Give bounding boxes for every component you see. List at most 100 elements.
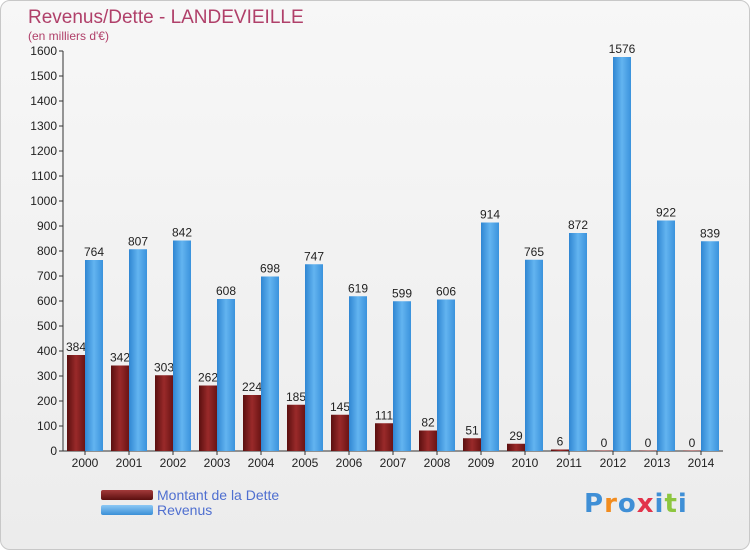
bar-dette bbox=[507, 443, 525, 451]
data-label-dette: 29 bbox=[509, 429, 523, 443]
data-label-dette: 303 bbox=[154, 360, 174, 374]
data-label-dette: 0 bbox=[689, 436, 696, 450]
data-label-dette: 0 bbox=[601, 436, 608, 450]
data-label-dette: 6 bbox=[557, 435, 564, 449]
bar-revenus bbox=[525, 259, 543, 451]
data-label-revenus: 922 bbox=[656, 206, 676, 220]
y-tick-label: 200 bbox=[37, 394, 57, 408]
data-label-revenus: 698 bbox=[260, 262, 280, 276]
data-label-dette: 185 bbox=[286, 390, 306, 404]
bar-dette bbox=[67, 355, 85, 451]
bar-dette bbox=[683, 450, 701, 451]
bar-revenus bbox=[393, 301, 411, 451]
y-tick-label: 1200 bbox=[30, 144, 57, 158]
x-tick-label: 2014 bbox=[688, 456, 715, 470]
x-tick-label: 2005 bbox=[292, 456, 319, 470]
data-label-revenus: 608 bbox=[216, 284, 236, 298]
bar-dette bbox=[639, 450, 657, 451]
bar-dette bbox=[111, 365, 129, 451]
bar-revenus bbox=[613, 57, 631, 451]
bar-dette bbox=[419, 430, 437, 451]
bar-dette bbox=[243, 395, 261, 451]
proxiti-logo: Proxiti bbox=[584, 489, 688, 519]
bar-dette bbox=[463, 438, 481, 451]
data-label-dette: 111 bbox=[375, 408, 394, 422]
legend-swatch-revenus bbox=[101, 505, 153, 515]
data-label-revenus: 619 bbox=[348, 281, 368, 295]
bar-revenus bbox=[129, 249, 147, 451]
x-tick-label: 2001 bbox=[116, 456, 143, 470]
y-tick-label: 1500 bbox=[30, 69, 57, 83]
y-tick-label: 800 bbox=[37, 244, 57, 258]
bar-revenus bbox=[85, 260, 103, 451]
y-tick-label: 400 bbox=[37, 344, 57, 358]
x-tick-label: 2013 bbox=[644, 456, 671, 470]
bar-revenus bbox=[701, 241, 719, 451]
y-tick-label: 600 bbox=[37, 294, 57, 308]
y-tick-label: 0 bbox=[50, 444, 57, 458]
bar-revenus bbox=[569, 233, 587, 451]
y-tick-label: 1600 bbox=[30, 44, 57, 58]
bar-revenus bbox=[217, 299, 235, 451]
x-tick-label: 2012 bbox=[600, 456, 627, 470]
logo-letter: P bbox=[584, 489, 605, 519]
data-label-revenus: 839 bbox=[700, 226, 720, 240]
x-tick-label: 2007 bbox=[380, 456, 407, 470]
x-tick-label: 2009 bbox=[468, 456, 495, 470]
bar-revenus bbox=[349, 296, 367, 451]
bar-dette bbox=[551, 449, 569, 451]
data-label-revenus: 606 bbox=[436, 285, 456, 299]
y-tick-label: 1100 bbox=[31, 169, 57, 183]
bar-revenus bbox=[173, 240, 191, 451]
data-label-revenus: 872 bbox=[568, 218, 588, 232]
data-label-revenus: 1576 bbox=[609, 42, 636, 56]
data-label-revenus: 914 bbox=[480, 208, 500, 222]
y-tick-label: 500 bbox=[37, 319, 57, 333]
bar-dette bbox=[331, 414, 349, 451]
y-tick-label: 1300 bbox=[30, 119, 57, 133]
y-tick-label: 100 bbox=[37, 419, 57, 433]
bar-revenus bbox=[261, 276, 279, 451]
data-label-dette: 384 bbox=[66, 340, 86, 354]
chart-title: Revenus/Dette - LANDEVIEILLE bbox=[28, 7, 304, 28]
legend-swatch-dette bbox=[101, 490, 153, 500]
data-label-dette: 262 bbox=[198, 371, 218, 385]
data-label-dette: 342 bbox=[110, 351, 130, 365]
data-label-revenus: 807 bbox=[128, 234, 148, 248]
y-tick-label: 700 bbox=[37, 269, 57, 283]
bar-dette bbox=[375, 423, 393, 451]
data-label-dette: 224 bbox=[242, 380, 262, 394]
bar-dette bbox=[199, 385, 217, 451]
logo-letter: r bbox=[604, 489, 618, 519]
x-tick-label: 2003 bbox=[204, 456, 231, 470]
logo-letter: t bbox=[664, 489, 678, 519]
bar-revenus bbox=[437, 299, 455, 451]
chart-subtitle: (en milliers d'€) bbox=[28, 29, 109, 43]
data-label-dette: 82 bbox=[421, 416, 435, 430]
data-label-revenus: 764 bbox=[84, 245, 104, 259]
legend-label-dette: Montant de la Dette bbox=[157, 487, 280, 503]
bar-dette bbox=[155, 375, 173, 451]
data-label-revenus: 747 bbox=[304, 249, 324, 263]
data-label-revenus: 842 bbox=[172, 226, 192, 240]
x-tick-label: 2002 bbox=[160, 456, 187, 470]
data-label-revenus: 765 bbox=[524, 245, 544, 259]
bar-revenus bbox=[657, 220, 675, 451]
x-tick-label: 2004 bbox=[248, 456, 275, 470]
bar-dette bbox=[287, 404, 305, 451]
bar-revenus bbox=[481, 222, 499, 451]
data-label-dette: 145 bbox=[330, 400, 350, 414]
x-tick-label: 2010 bbox=[512, 456, 539, 470]
data-label-revenus: 599 bbox=[392, 286, 412, 300]
logo-letter: i bbox=[677, 489, 688, 519]
x-tick-label: 2000 bbox=[72, 456, 99, 470]
logo-letter: o bbox=[617, 489, 637, 519]
y-tick-label: 900 bbox=[37, 219, 57, 233]
x-tick-label: 2006 bbox=[336, 456, 363, 470]
y-tick-label: 1400 bbox=[30, 94, 57, 108]
data-label-dette: 0 bbox=[645, 436, 652, 450]
data-label-dette: 51 bbox=[465, 423, 479, 437]
bar-revenus bbox=[305, 264, 323, 451]
